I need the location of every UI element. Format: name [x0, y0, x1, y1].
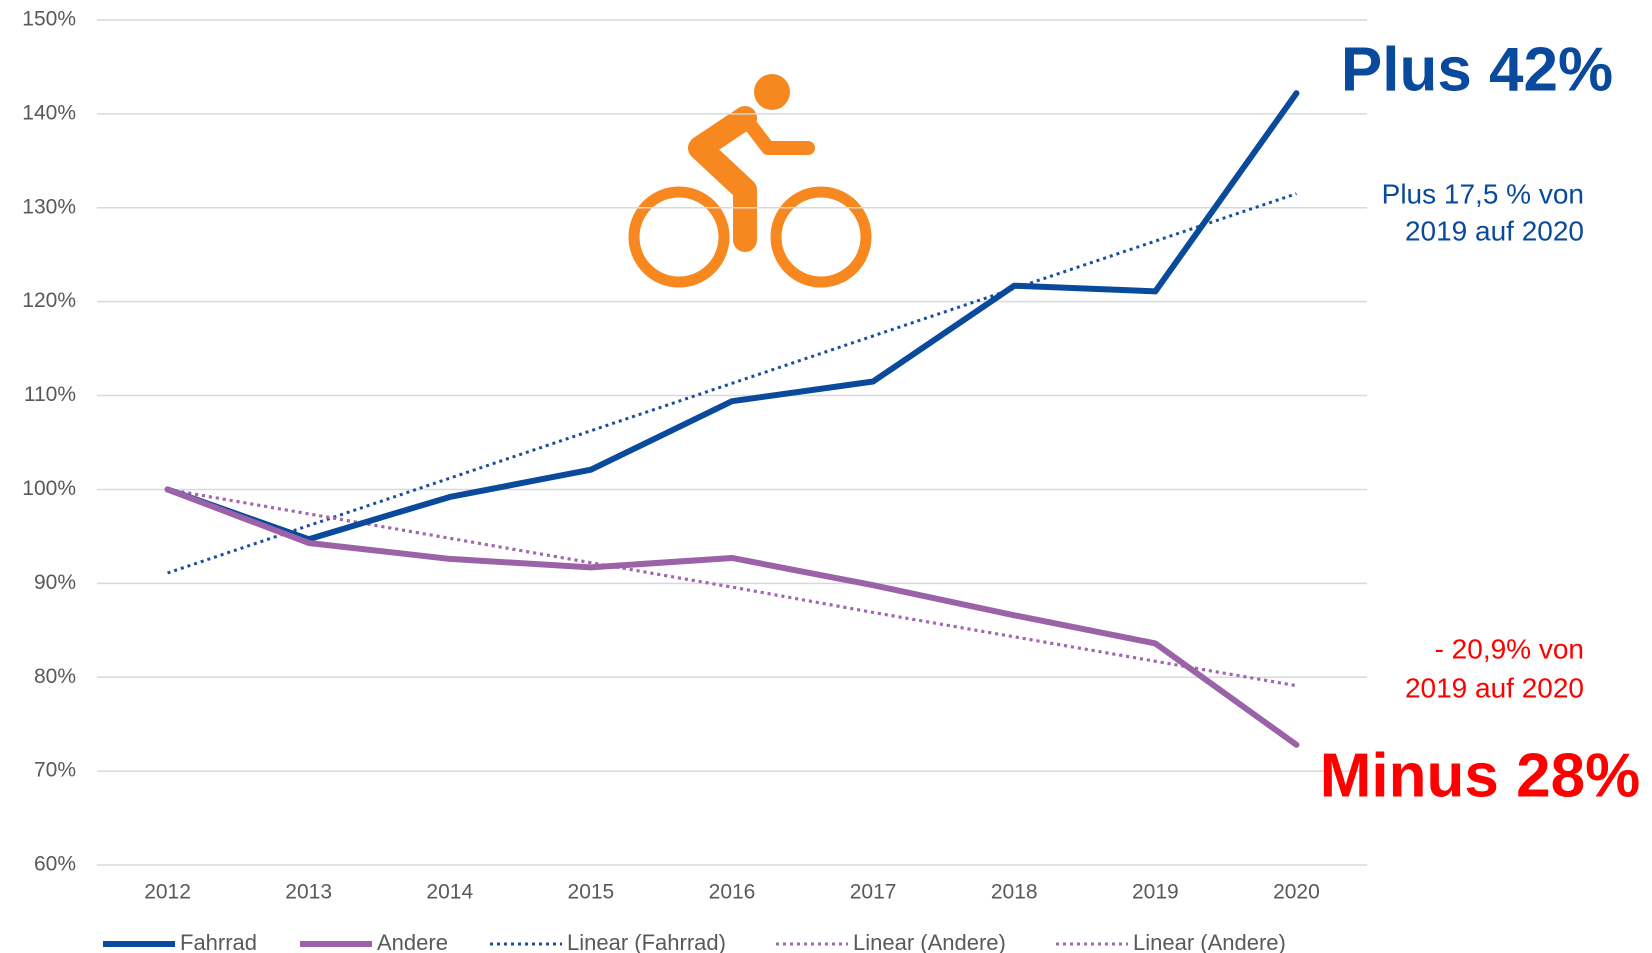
annotation: 2019 auf 2020 [1405, 672, 1584, 703]
x-tick-label: 2017 [850, 881, 897, 904]
legend-label: Linear (Andere) [853, 930, 1006, 953]
x-tick-label: 2015 [568, 881, 615, 904]
legend-label: Linear (Fahrrad) [567, 930, 726, 953]
annotation: - 20,9% von [1435, 633, 1584, 664]
x-tick-label: 2012 [144, 881, 191, 904]
x-tick-label: 2014 [426, 881, 473, 904]
legend-label: Fahrrad [180, 930, 257, 953]
series-line [164, 486, 1300, 748]
y-tick-label: 60% [34, 853, 76, 876]
bike-icon [628, 74, 872, 288]
annotation: Plus 42% [1341, 35, 1613, 104]
x-tick-label: 2018 [991, 881, 1038, 904]
x-tick-label: 2019 [1132, 881, 1179, 904]
trend-line [167, 192, 1297, 575]
x-tick-label: 2013 [285, 881, 332, 904]
x-tick-label: 2016 [709, 881, 756, 904]
annotation: Minus 28% [1320, 741, 1640, 810]
y-tick-label: 70% [34, 759, 76, 782]
legend-label: Linear (Andere) [1133, 930, 1286, 953]
y-tick-label: 110% [24, 383, 76, 406]
x-tick-label: 2020 [1273, 881, 1320, 904]
legend-label: Andere [377, 930, 448, 953]
y-tick-label: 100% [22, 477, 76, 500]
y-tick-label: 90% [34, 571, 76, 594]
trend-line [167, 487, 1297, 688]
y-tick-label: 130% [22, 195, 76, 218]
series-line [164, 90, 1300, 543]
y-tick-label: 140% [22, 101, 76, 124]
y-tick-label: 150% [22, 8, 76, 31]
annotation: Plus 17,5 % von [1382, 178, 1584, 209]
annotation: 2019 auf 2020 [1405, 215, 1584, 246]
y-tick-label: 120% [22, 289, 76, 312]
y-tick-label: 80% [34, 665, 76, 688]
